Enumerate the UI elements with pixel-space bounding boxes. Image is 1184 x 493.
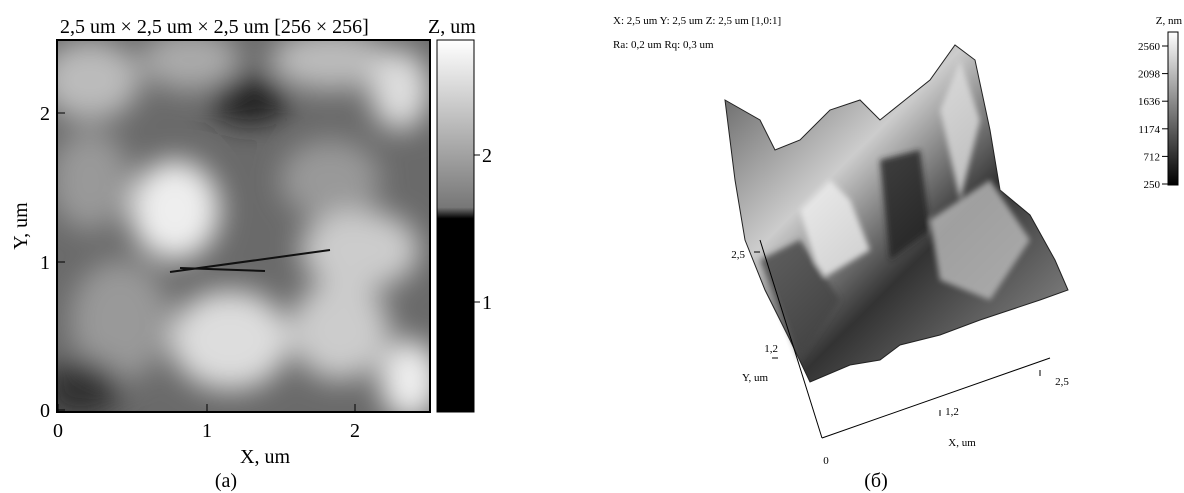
panel-title: 2,5 um × 2,5 um × 2,5 um [256 × 256] [60, 16, 369, 38]
y-tick: 2 [40, 103, 50, 125]
colorbar-tick: 1 [482, 292, 492, 314]
caption: (а) [215, 470, 237, 492]
colorbar [1168, 32, 1178, 185]
colorbar-tick: 2098 [1138, 69, 1161, 81]
height-map [40, 30, 440, 420]
origin-label: 0 [823, 455, 829, 467]
colorbar-tick: 250 [1144, 179, 1161, 191]
colorbar-tick: 712 [1144, 151, 1161, 163]
y-label: Y, um [10, 202, 32, 250]
figure: 2,5 um × 2,5 um × 2,5 um [256 × 256] Z, … [0, 0, 1184, 493]
y-axis-tick: 2,5 [731, 249, 745, 261]
x-label: X, um [240, 446, 290, 468]
info-line: X: 2,5 um Y: 2,5 um Z: 2,5 um [1,0:1] [613, 15, 781, 27]
colorbar-label: Z, um [428, 16, 476, 38]
colorbar-label: Z, nm [1156, 15, 1183, 27]
y-axis-tick: 1,2 [764, 343, 778, 355]
colorbar-tick: 1636 [1138, 96, 1161, 108]
colorbar-ticks: 2560 2098 1636 1174 712 250 [1138, 41, 1168, 191]
y-tick: 0 [40, 400, 50, 422]
x-axis-label: X, um [948, 437, 976, 449]
colorbar-tick: 1174 [1138, 124, 1160, 136]
caption: (б) [864, 470, 888, 492]
x-tick: 0 [53, 420, 63, 442]
colorbar [437, 40, 474, 412]
x-axis-tick: 2,5 [1055, 376, 1069, 388]
colorbar-tick: 2 [482, 145, 492, 167]
x-axis-tick: 1,2 [945, 406, 959, 418]
x-tick: 2 [350, 420, 360, 442]
x-tick: 1 [202, 420, 212, 442]
info-line: Ra: 0,2 um Rq: 0,3 um [613, 39, 714, 51]
colorbar-tick: 2560 [1138, 41, 1161, 53]
surface-3d [725, 45, 1068, 382]
y-axis-label: Y, um [742, 372, 769, 384]
y-tick: 1 [40, 252, 50, 274]
